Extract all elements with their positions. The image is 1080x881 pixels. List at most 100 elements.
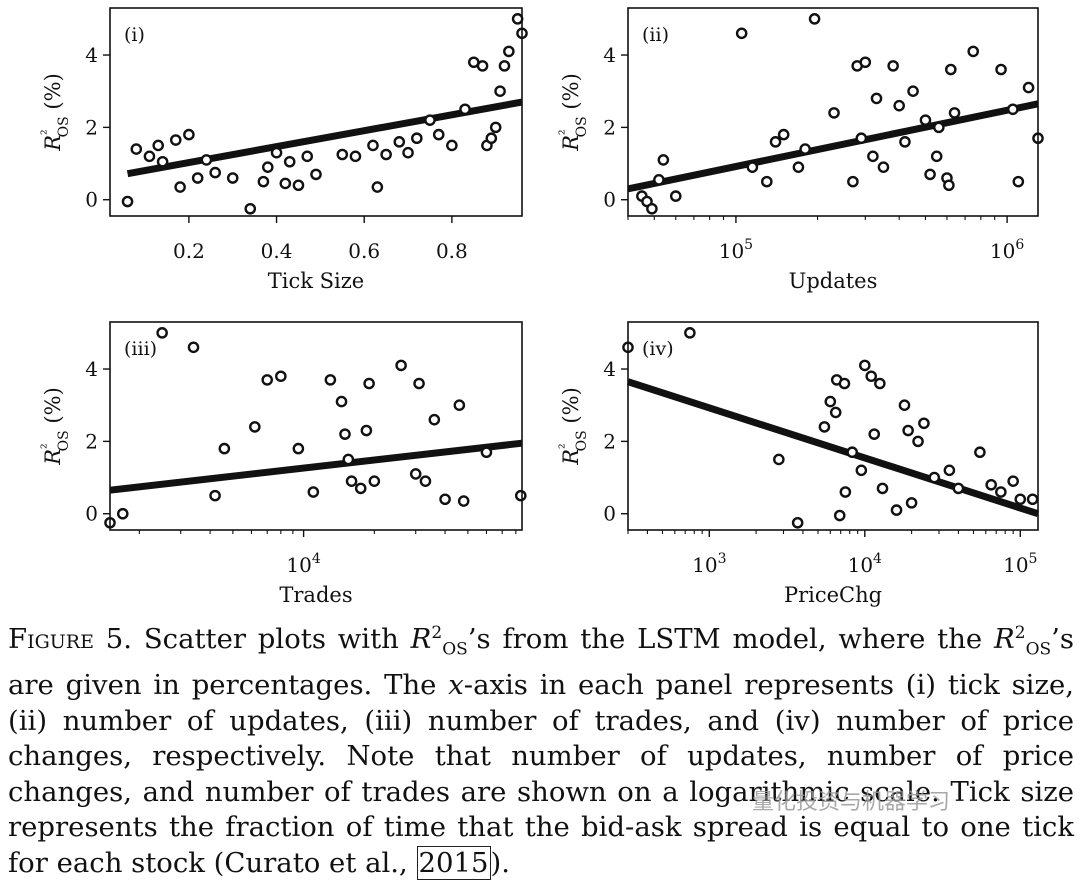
y-tick-label: 2 (85, 429, 98, 453)
data-point (919, 114, 932, 126)
data-point (345, 475, 358, 487)
scatter-panel-2: 0 2 4 105 106 (ii) Updates R²OS (%) (557, 7, 1044, 293)
panel-label: (iv) (642, 338, 674, 360)
data-point (301, 150, 314, 163)
data-point (411, 132, 423, 145)
data-point (156, 155, 169, 168)
data-point (933, 121, 945, 134)
data-point (1022, 81, 1035, 94)
data-point (187, 341, 200, 354)
regression-line (626, 378, 1040, 518)
data-point (428, 413, 441, 426)
data-point (761, 175, 773, 188)
citation-link[interactable]: 2015 (416, 845, 491, 880)
data-point (918, 417, 930, 430)
y-tick-label: 4 (85, 43, 98, 67)
caption-text-2: ’s from the LSTM model, where the (467, 623, 995, 656)
data-point (498, 60, 511, 72)
data-point (898, 399, 911, 412)
data-point (974, 446, 986, 459)
caption-text-3: ’s are given in percentages. The (8, 623, 1075, 702)
data-point (967, 45, 980, 58)
data-point (824, 395, 837, 408)
data-point (985, 478, 997, 491)
data-point (799, 143, 811, 155)
data-point (419, 475, 432, 487)
data-point (912, 435, 924, 448)
data-point (945, 63, 957, 76)
data-point (943, 464, 956, 477)
data-point (261, 374, 274, 386)
y-tick-label: 4 (603, 43, 616, 67)
data-point (808, 13, 821, 25)
data-point (928, 471, 941, 484)
x-tick-label: 103 (692, 551, 726, 577)
data-point (354, 482, 367, 495)
data-point (183, 128, 195, 141)
y-tick-label: 0 (85, 188, 98, 212)
data-point (646, 202, 658, 215)
x-axis-label: Updates (789, 269, 878, 293)
data-point (870, 92, 883, 105)
data-point (121, 195, 134, 208)
y-tick-label: 0 (85, 502, 98, 526)
data-point (371, 181, 384, 193)
data-point (503, 45, 515, 58)
data-point (226, 172, 239, 184)
data-point (818, 421, 831, 433)
data-point (855, 464, 868, 477)
data-point (393, 136, 406, 148)
data-point (890, 504, 903, 516)
data-point (116, 507, 129, 520)
panel-label: (i) (124, 24, 145, 46)
data-point (833, 509, 846, 522)
plot-frame (627, 321, 1039, 531)
x-tick-label: 0.2 (173, 239, 205, 263)
y-tick-label: 4 (85, 357, 98, 381)
data-point (930, 150, 943, 163)
data-point (380, 148, 392, 161)
y-axis-label: R²OS (%) (557, 73, 590, 152)
data-point (446, 139, 458, 152)
y-axis-label: R²OS (%) (557, 387, 590, 466)
data-point (130, 143, 143, 155)
data-point (244, 202, 257, 215)
x-tick-label: 105 (1003, 551, 1037, 577)
data-point (261, 161, 274, 173)
data-point (200, 154, 213, 166)
data-point (839, 486, 852, 498)
data-point (868, 428, 881, 440)
data-point (279, 177, 292, 190)
regression-line (126, 98, 523, 178)
data-point (773, 453, 785, 466)
data-point (684, 327, 696, 339)
data-point (191, 172, 204, 184)
data-point (336, 148, 349, 161)
y-tick-label: 4 (603, 357, 616, 381)
data-point (514, 489, 527, 502)
data-point (395, 359, 407, 372)
regression-line (627, 100, 1039, 193)
data-point (792, 161, 805, 173)
x-tick-label: 0.6 (348, 239, 380, 263)
scatter-panel-4: 0 2 4 103 104 105 (iv) PriceChg R²OS (%) (557, 321, 1040, 607)
data-point (367, 139, 379, 152)
data-point (828, 107, 840, 119)
y-tick-label: 2 (603, 115, 616, 139)
x-tick-label: 106 (990, 237, 1024, 263)
data-point (829, 406, 842, 419)
data-point (1007, 475, 1019, 487)
x-tick-label: 104 (286, 551, 320, 577)
data-point (257, 175, 270, 188)
data-point (307, 486, 320, 498)
data-point (292, 442, 305, 455)
scatter-panel-3: 0 2 4 104 (iii) Trades R²OS (%) (39, 321, 527, 607)
data-point (952, 482, 965, 495)
data-point (169, 134, 182, 146)
data-point (1026, 493, 1039, 506)
data-point (907, 85, 919, 97)
data-point (339, 428, 351, 440)
caption-text-5: ). (490, 846, 511, 879)
x-axis-label: PriceChg (784, 583, 882, 607)
data-point (948, 107, 961, 119)
